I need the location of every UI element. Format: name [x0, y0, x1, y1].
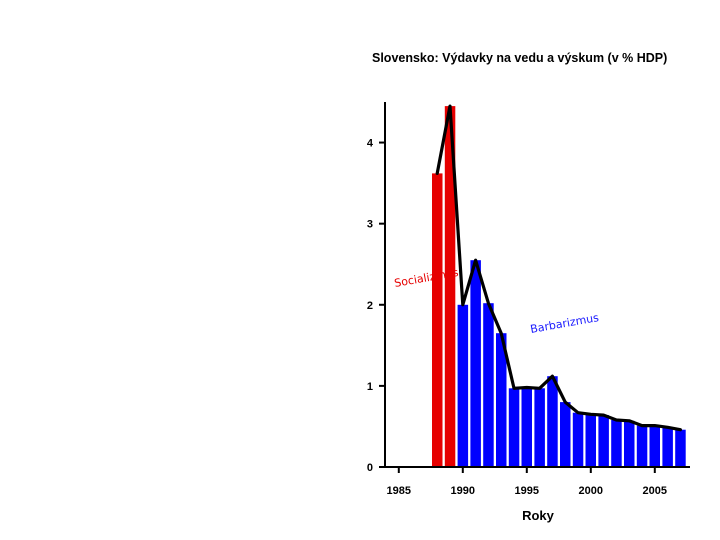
bar-barbarizmus-1995 [521, 387, 532, 467]
bars-layer [432, 106, 686, 467]
bar-barbarizmus-2007 [675, 429, 686, 467]
y-tick-label-4: 4 [367, 138, 374, 150]
x-tick-label-1990: 1990 [451, 485, 475, 497]
y-tick-label-2: 2 [367, 300, 373, 312]
y-ticks: 0 1 2 3 4 [367, 138, 385, 474]
y-tick-label-3: 3 [367, 219, 373, 231]
annotation-barbarizmus: Barbarizmus [529, 311, 600, 336]
bar-barbarizmus-1991 [470, 260, 481, 467]
bar-barbarizmus-1992 [483, 303, 494, 467]
bar-barbarizmus-1998 [560, 402, 571, 467]
bar-barbarizmus-1996 [534, 388, 545, 467]
bar-barbarizmus-2005 [649, 425, 660, 467]
bar-barbarizmus-2001 [598, 415, 609, 467]
bar-barbarizmus-2003 [624, 420, 635, 467]
trend-line [435, 104, 683, 432]
bar-barbarizmus-1993 [496, 333, 507, 467]
bar-socializmus-1988 [432, 173, 443, 467]
x-tick-label-1995: 1995 [515, 485, 539, 497]
x-tick-label-2000: 2000 [579, 485, 603, 497]
chart-title: Slovensko: Výdavky na vedu a výskum (v %… [372, 51, 668, 65]
x-axis-title: Roky [522, 508, 555, 523]
bar-barbarizmus-2000 [585, 414, 596, 467]
bar-socializmus-1989 [444, 106, 456, 467]
bar-barbarizmus-2004 [636, 425, 648, 467]
x-tick-label-2005: 2005 [643, 485, 667, 497]
bar-barbarizmus-1990 [457, 304, 469, 467]
y-tick-label-0: 0 [367, 462, 373, 474]
y-tick-label-1: 1 [367, 381, 373, 393]
bar-barbarizmus-2006 [662, 427, 673, 467]
x-ticks: 1985 1990 1995 2000 2005 [387, 467, 667, 497]
bar-barbarizmus-1997 [547, 376, 558, 467]
x-tick-label-1985: 1985 [387, 485, 411, 497]
bar-barbarizmus-1994 [508, 388, 520, 467]
bar-barbarizmus-1999 [572, 412, 584, 467]
bar-barbarizmus-2002 [611, 420, 622, 467]
